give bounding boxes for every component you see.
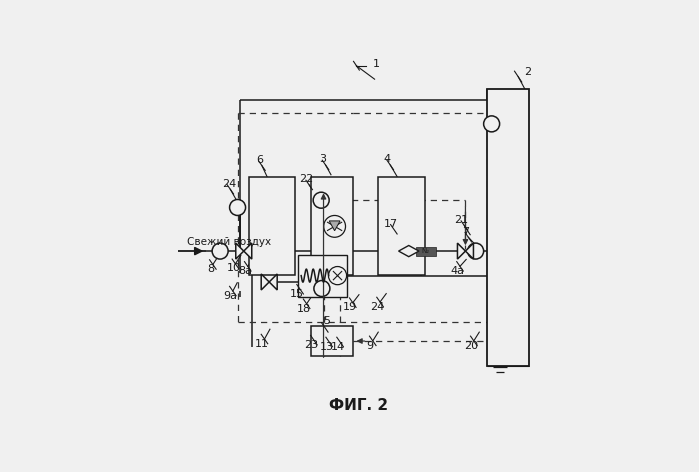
- Text: 13: 13: [320, 342, 334, 352]
- Text: 4а: 4а: [450, 266, 464, 276]
- Polygon shape: [236, 243, 244, 259]
- Text: 2: 2: [524, 67, 531, 77]
- Text: 22: 22: [299, 175, 314, 185]
- Circle shape: [484, 116, 500, 132]
- Text: 6: 6: [256, 155, 263, 165]
- Text: 15: 15: [289, 288, 303, 299]
- Polygon shape: [398, 245, 419, 257]
- Text: 1: 1: [373, 59, 380, 69]
- Circle shape: [229, 200, 245, 215]
- Circle shape: [468, 243, 484, 259]
- Circle shape: [324, 215, 345, 237]
- Bar: [311, 326, 353, 356]
- Text: N₂: N₂: [421, 248, 430, 254]
- Bar: [250, 177, 295, 275]
- Text: 9: 9: [367, 341, 374, 351]
- Text: 14: 14: [331, 342, 345, 352]
- Text: 24: 24: [370, 302, 384, 312]
- Text: Свежий воздух: Свежий воздух: [187, 237, 271, 247]
- Circle shape: [314, 280, 330, 296]
- Bar: [416, 246, 435, 256]
- Text: 11: 11: [254, 339, 268, 349]
- Circle shape: [313, 192, 329, 208]
- Text: 5: 5: [323, 316, 330, 326]
- Circle shape: [329, 267, 347, 285]
- Polygon shape: [244, 243, 252, 259]
- Circle shape: [212, 243, 228, 259]
- Text: 18: 18: [296, 303, 311, 313]
- Bar: [487, 89, 529, 366]
- Text: 24: 24: [222, 179, 236, 189]
- Text: 23: 23: [304, 340, 318, 350]
- Polygon shape: [466, 243, 473, 259]
- Polygon shape: [457, 243, 466, 259]
- Text: 4: 4: [384, 154, 391, 164]
- Bar: [311, 177, 353, 275]
- Text: 7: 7: [462, 227, 469, 237]
- Text: 8а: 8а: [238, 266, 252, 276]
- Bar: [378, 177, 426, 275]
- Bar: [298, 255, 347, 296]
- Text: 3: 3: [319, 154, 326, 164]
- Text: 20: 20: [465, 341, 479, 351]
- Text: 17: 17: [384, 219, 398, 229]
- Text: 21: 21: [454, 215, 468, 225]
- Text: 8: 8: [207, 264, 214, 274]
- Text: 19: 19: [343, 303, 357, 312]
- Polygon shape: [329, 221, 340, 231]
- Polygon shape: [269, 274, 278, 290]
- Text: 10: 10: [226, 263, 240, 273]
- Text: ФИГ. 2: ФИГ. 2: [329, 398, 388, 413]
- Text: 9а: 9а: [223, 291, 237, 301]
- Polygon shape: [261, 274, 269, 290]
